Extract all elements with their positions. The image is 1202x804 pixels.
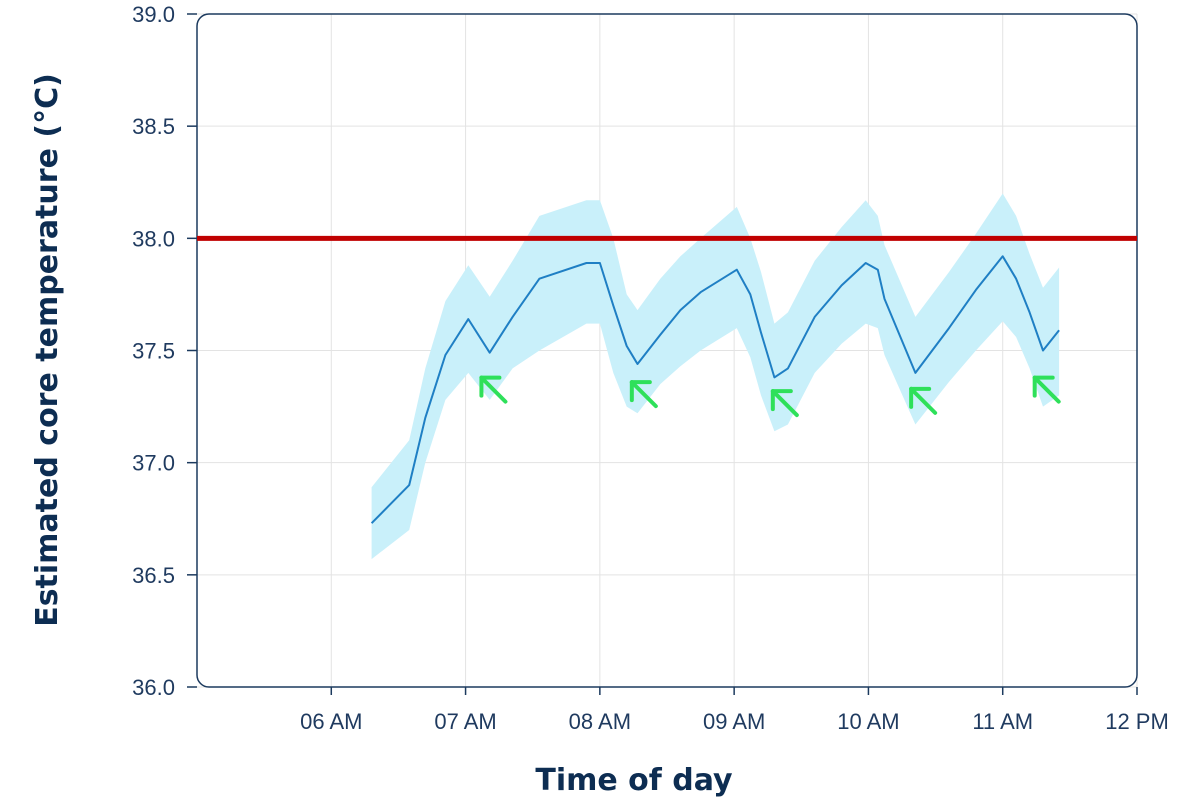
y-tick-label: 38.5 [132,114,175,139]
annotation-arrow [629,380,658,409]
annotation-arrow [479,375,508,404]
temperature-series [370,255,1060,524]
y-tick-label: 37.5 [132,339,175,364]
annotation-arrow [770,389,799,418]
confidence-band [371,193,1060,560]
confidence-band-area [371,193,1060,560]
y-tick-label: 36.0 [132,675,175,700]
x-tick-label: 11 AM [972,709,1033,734]
y-axis-title: Estimated core temperature (°C) [30,73,65,627]
x-axis-ticks: 06 AM 07 AM 08 AM 09 AM 10 AM 11 AM 12 PM [300,687,1169,734]
x-tick-label: 06 AM [300,709,362,734]
y-tick-label: 39.0 [132,2,175,27]
x-tick-label: 12 PM [1105,709,1169,734]
x-axis-title: Time of day [535,763,733,798]
annotation-arrow [1032,375,1061,404]
annotation-arrow [909,386,938,415]
temperature-line [370,255,1060,524]
x-tick-label: 07 AM [434,709,496,734]
y-tick-label: 37.0 [132,451,175,476]
annotation-arrows [479,375,1061,418]
y-axis-ticks: 36.0 36.5 37.0 37.5 38.0 38.5 39.0 [132,2,197,700]
x-tick-label: 09 AM [703,709,765,734]
y-tick-label: 38.0 [132,226,175,251]
x-tick-label: 10 AM [837,709,899,734]
x-tick-label: 08 AM [569,709,631,734]
y-tick-label: 36.5 [132,563,175,588]
